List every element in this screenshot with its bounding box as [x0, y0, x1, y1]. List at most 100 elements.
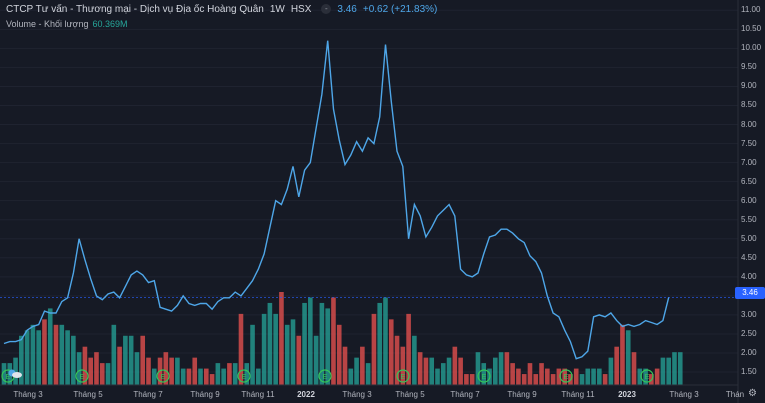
volume-bar — [302, 302, 307, 385]
volume-bar — [423, 357, 429, 385]
volume-bar — [550, 374, 556, 385]
time-tick-label: Tháng 3 — [342, 390, 372, 399]
volume-bar — [128, 335, 134, 385]
volume-legend[interactable]: Volume - Khối lượng 60.369M — [6, 19, 128, 29]
volume-bar — [24, 330, 30, 385]
price-tick-label: 7.00 — [741, 157, 757, 167]
earnings-event-marker[interactable]: E — [75, 369, 89, 383]
volume-bar — [227, 363, 232, 385]
earnings-event-marker[interactable]: E — [237, 369, 251, 383]
volume-bar — [348, 368, 354, 385]
volume-bar — [163, 352, 169, 385]
volume-bar — [625, 330, 631, 385]
earnings-event-marker[interactable]: E — [640, 369, 654, 383]
earnings-event-marker[interactable]: E — [318, 369, 332, 383]
volume-bar — [331, 297, 336, 385]
volume-bar — [105, 363, 111, 385]
earnings-event-marker[interactable]: E — [559, 369, 573, 383]
time-tick-label: Tháng 5 — [395, 390, 425, 399]
volume-bar — [383, 297, 388, 385]
event-marker-glyph: E — [482, 374, 487, 381]
volume-bar — [111, 324, 117, 385]
interval-label[interactable]: 1W — [269, 4, 285, 15]
volume-bar — [169, 357, 174, 385]
weather-logo-icon — [8, 369, 22, 378]
volume-bar — [267, 302, 273, 385]
last-price-value: 3.46 — [337, 4, 357, 15]
volume-bar — [637, 368, 643, 385]
volume-bar — [209, 374, 215, 385]
volume-bar — [672, 352, 677, 385]
time-tick-label: 2023 — [618, 390, 636, 399]
time-tick-label: 2022 — [297, 390, 315, 399]
volume-bar — [99, 363, 105, 385]
price-tick-label: 10.50 — [741, 24, 762, 34]
volume-bar — [539, 363, 544, 385]
volume-bar — [614, 346, 619, 385]
volume-bar — [585, 368, 591, 385]
price-tick-label: 11.00 — [741, 5, 761, 15]
volume-bar — [597, 368, 602, 385]
volume-bar — [666, 357, 671, 385]
volume-bar — [579, 374, 585, 385]
volume-bar — [429, 357, 435, 385]
event-marker-ring — [396, 369, 410, 383]
volume-bar — [452, 346, 458, 385]
volume-bar — [475, 352, 481, 385]
volume-bar — [175, 357, 180, 385]
volume-bar — [631, 352, 637, 385]
volume-bar — [198, 368, 203, 385]
volume-bar — [42, 319, 47, 385]
time-tick-label: Tháng 7 — [133, 390, 163, 399]
grid-lines — [0, 9, 738, 373]
volume-bar — [94, 352, 99, 385]
price-tick-label: 5.00 — [741, 233, 757, 243]
volume-bar — [643, 368, 648, 385]
time-tick-label: Tháng 5 — [73, 390, 103, 399]
price-tick-label: 7.50 — [741, 138, 757, 148]
volume-bar — [186, 368, 192, 385]
volume-bar — [493, 357, 498, 385]
volume-bar — [204, 368, 209, 385]
volume-bar — [602, 374, 608, 385]
volume-bar — [36, 330, 41, 385]
time-tick-label: Thán — [725, 390, 745, 399]
price-tick-label: 9.00 — [741, 81, 757, 91]
price-tick-label: 1.50 — [741, 367, 757, 377]
volume-bar — [279, 292, 284, 385]
volume-bar — [238, 313, 244, 385]
volume-bar — [521, 374, 527, 385]
exchange-label: HSX — [290, 4, 312, 15]
time-tick-label: Tháng 9 — [507, 390, 537, 399]
volume-bar — [76, 352, 82, 385]
volume-bar — [319, 302, 325, 385]
time-tick-label: Tháng 7 — [450, 390, 480, 399]
volume-bar — [59, 324, 65, 385]
time-tick-label: Tháng 3 — [13, 390, 43, 399]
volume-bar — [13, 357, 18, 385]
price-tick-label: 5.50 — [741, 214, 757, 224]
volume-bar — [527, 363, 533, 385]
earnings-event-marker[interactable]: E — [477, 369, 491, 383]
price-tick-label: 8.00 — [741, 119, 757, 129]
volume-bar — [336, 324, 342, 385]
volume-label: Volume - Khối lượng — [6, 19, 89, 29]
volume-bar — [313, 335, 319, 385]
volume-bar — [232, 363, 238, 385]
gear-icon[interactable]: ⚙ — [748, 388, 757, 399]
symbol-name[interactable]: CTCP Tư vấn - Thương mại - Dịch vụ Địa ố… — [6, 4, 264, 15]
volume-bar — [1, 363, 7, 385]
price-change-value: +0.62 (+21.83%) — [362, 4, 438, 15]
event-marker-glyph: E — [161, 374, 166, 381]
collapse-legend-button[interactable]: - — [321, 4, 332, 15]
earnings-event-marker[interactable]: E — [396, 369, 410, 383]
volume-bar — [394, 335, 400, 385]
volume-bar — [458, 357, 463, 385]
earnings-event-marker[interactable]: E — [156, 369, 170, 383]
volume-bar — [47, 308, 53, 385]
volume-bar — [65, 330, 70, 385]
last-price-tag: 3.46 — [735, 287, 765, 299]
volume-bar — [545, 368, 550, 385]
